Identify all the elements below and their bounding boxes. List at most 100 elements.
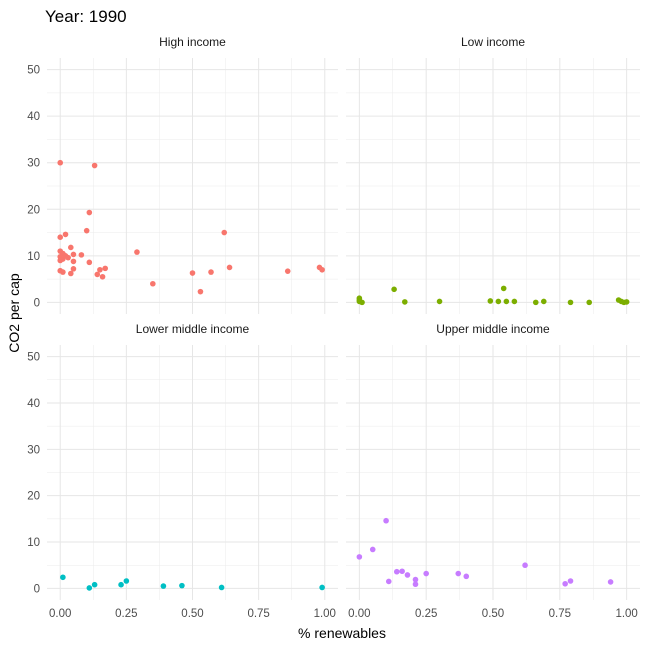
data-point [123, 578, 130, 584]
data-point [356, 554, 363, 560]
x-tick-label: 0.00 [49, 608, 71, 620]
data-point [412, 581, 419, 588]
data-point [369, 546, 376, 553]
y-tick-label: 40 [27, 111, 40, 123]
data-point [102, 265, 108, 272]
data-point [91, 162, 98, 169]
y-tick-label: 30 [27, 444, 40, 456]
facet-panel: Upper middle income 0.00 0.25 0.50 0.75 1.00 [346, 322, 640, 620]
y-tick-label: 50 [27, 65, 40, 77]
x-tick-label: 0.00 [348, 608, 370, 620]
data-point [393, 568, 400, 575]
y-tick-label: 40 [27, 398, 40, 410]
facet-panel: Lower middle income 0 10 20 30 40 50 0.00 0.25 0.… [27, 322, 338, 620]
data-point [567, 578, 574, 584]
data-point [562, 580, 568, 587]
y-tick-label: 0 [34, 297, 40, 309]
facet-strip-label: High income [159, 35, 226, 49]
data-point [391, 286, 397, 293]
data-point [57, 234, 64, 240]
data-point [399, 568, 405, 575]
data-point [70, 258, 77, 265]
data-point [540, 298, 547, 305]
y-tick-label: 50 [27, 352, 40, 364]
data-point [91, 581, 98, 588]
data-point [86, 209, 93, 216]
x-tick-label: 1.00 [615, 608, 637, 620]
x-axis-label: % renewables [298, 625, 386, 641]
facet-strip-label: Low income [461, 35, 525, 49]
x-tick-label: 0.75 [549, 608, 571, 620]
data-point [60, 269, 66, 275]
y-tick-label: 10 [27, 537, 40, 549]
data-point [455, 570, 462, 577]
facet-panels: High income 0 10 20 30 40 50 Low income Lower mi… [27, 35, 640, 620]
x-tick-label: 0.50 [181, 608, 203, 620]
x-tick-label: 0.50 [482, 608, 504, 620]
x-tick-label: 0.25 [415, 608, 437, 620]
y-tick-label: 0 [34, 583, 40, 595]
data-point [134, 249, 140, 255]
data-point [436, 298, 443, 305]
data-point [218, 584, 225, 591]
data-point [57, 257, 64, 264]
data-point [221, 229, 228, 236]
data-point [607, 579, 614, 585]
data-point [208, 269, 214, 275]
data-point [412, 576, 419, 583]
data-point [70, 251, 77, 258]
data-point [179, 582, 185, 589]
y-tick-label: 20 [27, 491, 40, 503]
data-point [70, 266, 77, 272]
data-point [57, 159, 64, 166]
data-point [402, 299, 408, 305]
data-point [284, 268, 291, 274]
data-point [65, 254, 71, 261]
data-point [99, 273, 106, 280]
data-point [487, 298, 494, 304]
y-axis-label: CO2 per cap [6, 273, 22, 353]
data-point [503, 298, 510, 305]
data-point [78, 252, 85, 258]
data-point [359, 299, 365, 306]
x-tick-label: 1.00 [314, 608, 336, 620]
data-point [226, 264, 233, 271]
data-point [68, 270, 74, 277]
data-point [189, 270, 196, 276]
data-point [160, 583, 167, 589]
facet-panel: High income 0 10 20 30 40 50 [27, 35, 338, 314]
data-point [118, 581, 124, 588]
data-point [68, 244, 74, 251]
data-point [319, 584, 325, 591]
chart-title: Year: 1990 [45, 7, 127, 26]
data-point [150, 280, 156, 287]
facet-strip-label: Upper middle income [436, 322, 550, 336]
y-tick-label: 20 [27, 204, 40, 216]
facet-panel: Low income [346, 35, 640, 314]
data-point [60, 574, 66, 581]
data-point [62, 231, 69, 238]
data-point [86, 259, 93, 266]
data-point [522, 562, 528, 569]
facet-strip-label: Lower middle income [136, 322, 250, 336]
data-point [83, 227, 90, 234]
data-point [495, 298, 502, 305]
data-point [385, 578, 392, 585]
data-point [532, 299, 539, 306]
data-point [319, 266, 325, 273]
data-point [511, 298, 518, 305]
y-tick-label: 10 [27, 251, 40, 263]
data-point [500, 285, 507, 292]
data-point [197, 288, 204, 295]
x-tick-label: 0.75 [247, 608, 269, 620]
x-tick-label: 0.25 [115, 608, 137, 620]
data-point [94, 271, 101, 278]
data-point [463, 573, 470, 580]
data-point [383, 517, 389, 524]
data-point [404, 572, 411, 578]
data-point [423, 570, 429, 577]
data-point [86, 585, 93, 591]
data-point [567, 299, 574, 306]
y-tick-label: 30 [27, 158, 40, 170]
